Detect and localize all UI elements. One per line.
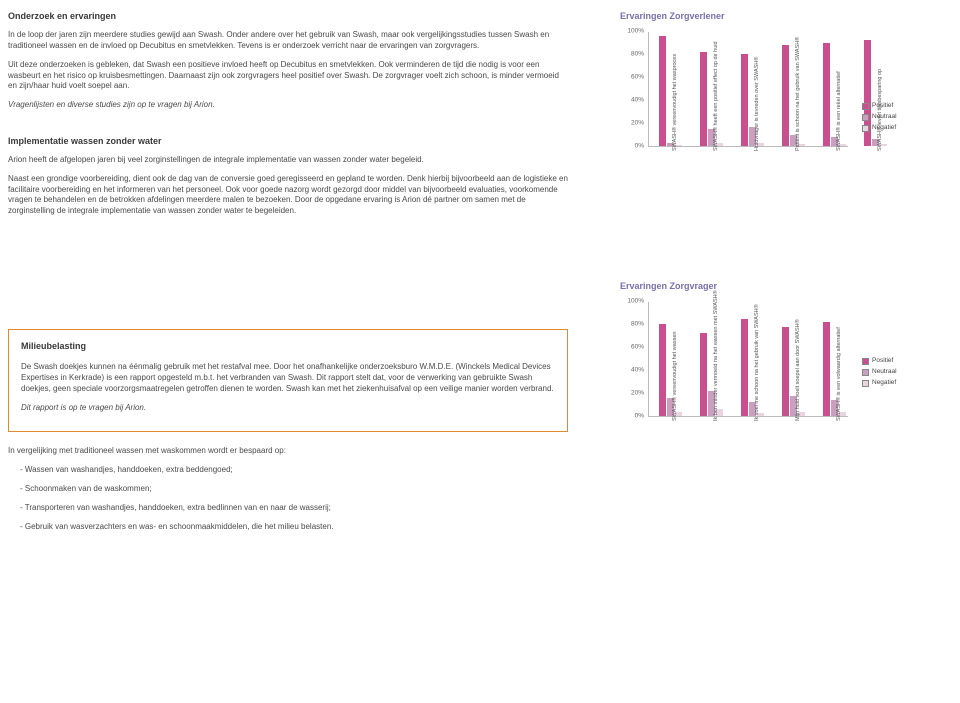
list-item: - Wassen van washandjes, handdoeken, ext…	[8, 465, 568, 476]
paragraph: Arion heeft de afgelopen jaren bij veel …	[8, 155, 568, 166]
x-label: SWASH® vereenvoudigt het wassen	[672, 332, 678, 421]
bar-group	[659, 324, 682, 416]
bar	[741, 54, 748, 146]
y-tick: 60%	[620, 74, 644, 83]
bar	[700, 52, 707, 146]
paragraph: Naast een grondige voorbereiding, dient …	[8, 174, 568, 217]
y-tick: 40%	[620, 97, 644, 106]
legend-swatch	[862, 125, 869, 132]
bar-group	[741, 319, 764, 417]
chart-zorgverlener: 0%20%40%60%80%100%SWASH® vereenvoudigt h…	[620, 32, 940, 182]
legend-label: Positief	[872, 102, 893, 111]
legend-swatch	[862, 103, 869, 110]
legend-row: Positief	[862, 102, 897, 111]
chart-title-zorgverlener: Ervaringen Zorgverlener	[620, 10, 940, 22]
bar-group	[782, 327, 805, 417]
y-tick: 100%	[620, 28, 644, 37]
list-item: - Gebruik van wasverzachters en was- en …	[8, 522, 568, 533]
left-column: Onderzoek en ervaringen In de loop der j…	[8, 10, 568, 540]
milieu-box: Milieubelasting De Swash doekjes kunnen …	[8, 329, 568, 432]
legend-row: Negatief	[862, 379, 897, 388]
bar	[823, 43, 830, 147]
legend-row: Negatief	[862, 124, 897, 133]
y-tick: 20%	[620, 120, 644, 129]
legend-swatch	[862, 369, 869, 376]
y-tick: 60%	[620, 344, 644, 353]
y-tick: 20%	[620, 390, 644, 399]
y-tick: 80%	[620, 321, 644, 330]
legend-swatch	[862, 358, 869, 365]
bar-group	[823, 322, 846, 416]
x-label: Ik ben minder vermoeid na het wassen met…	[713, 291, 719, 422]
chart-legend: Positief Neutraal Negatief	[862, 357, 897, 389]
legend-label: Negatief	[872, 379, 896, 388]
bar	[700, 333, 707, 416]
bar	[659, 36, 666, 146]
paragraph: In vergelijking met traditioneel wassen …	[8, 446, 568, 457]
x-label: SWASH® is een reëel alternatief	[836, 71, 842, 151]
bar-group	[782, 45, 805, 146]
paragraph: Uit deze onderzoeken is gebleken, dat Sw…	[8, 60, 568, 92]
paragraph-note: Dit rapport is op te vragen bij Arion.	[21, 403, 555, 414]
paragraph: In de loop der jaren zijn meerdere studi…	[8, 30, 568, 52]
list-item: - Schoonmaken van de waskommen;	[8, 484, 568, 495]
section-heading-milieu: Milieubelasting	[21, 340, 555, 352]
legend-label: Negatief	[872, 124, 896, 133]
bar-group	[659, 36, 682, 146]
legend-swatch	[862, 114, 869, 121]
bar	[659, 324, 666, 416]
bar	[782, 327, 789, 417]
y-tick: 0%	[620, 143, 644, 152]
x-label: SWASH® vereenvoudigt het wasproces	[672, 54, 678, 151]
x-label: SWASH® heeft een positief effect op de h…	[713, 42, 719, 152]
legend-swatch	[862, 380, 869, 387]
x-label: SWASH® is een volwaardig alternatief	[836, 328, 842, 422]
legend-label: Positief	[872, 357, 893, 366]
legend-row: Neutraal	[862, 368, 897, 377]
legend-row: Neutraal	[862, 113, 897, 122]
bar	[823, 322, 830, 416]
y-tick: 0%	[620, 413, 644, 422]
paragraph: De Swash doekjes kunnen na éénmalig gebr…	[21, 362, 555, 394]
bar	[741, 319, 748, 417]
bar-group	[700, 333, 723, 416]
section-heading-implementatie: Implementatie wassen zonder water	[8, 135, 568, 147]
y-tick: 80%	[620, 51, 644, 60]
section-heading-onderzoek: Onderzoek en ervaringen	[8, 10, 568, 22]
legend-label: Neutraal	[872, 113, 897, 122]
y-tick: 100%	[620, 298, 644, 307]
x-label: Huidvriager is tevreden over SWASH®	[754, 57, 760, 151]
bar	[782, 45, 789, 146]
bar-group	[823, 43, 846, 147]
bar-group	[700, 52, 723, 146]
y-tick: 40%	[620, 367, 644, 376]
paragraph-note: Vragenlijsten en diverse studies zijn op…	[8, 100, 568, 111]
legend-label: Neutraal	[872, 368, 897, 377]
x-label: Mijn huid voelt soepel aan door SWASH®	[795, 320, 801, 422]
chart-zorgvrager: 0%20%40%60%80%100%SWASH® vereenvoudigt h…	[620, 302, 940, 452]
x-label: Ik voel me schoon na het gebruik van SWA…	[754, 305, 760, 422]
chart-legend: Positief Neutraal Negatief	[862, 102, 897, 134]
x-label: Patiënt is schoon na het gebruik van SWA…	[795, 37, 801, 151]
bar-group	[741, 54, 764, 146]
chart-title-zorgvrager: Ervaringen Zorgvrager	[620, 280, 940, 292]
right-column: Ervaringen Zorgverlener 0% 20% 40% 60% 80% 10…	[620, 10, 940, 480]
legend-row: Positief	[862, 357, 897, 366]
list-item: - Transporteren van washandjes, handdoek…	[8, 503, 568, 514]
